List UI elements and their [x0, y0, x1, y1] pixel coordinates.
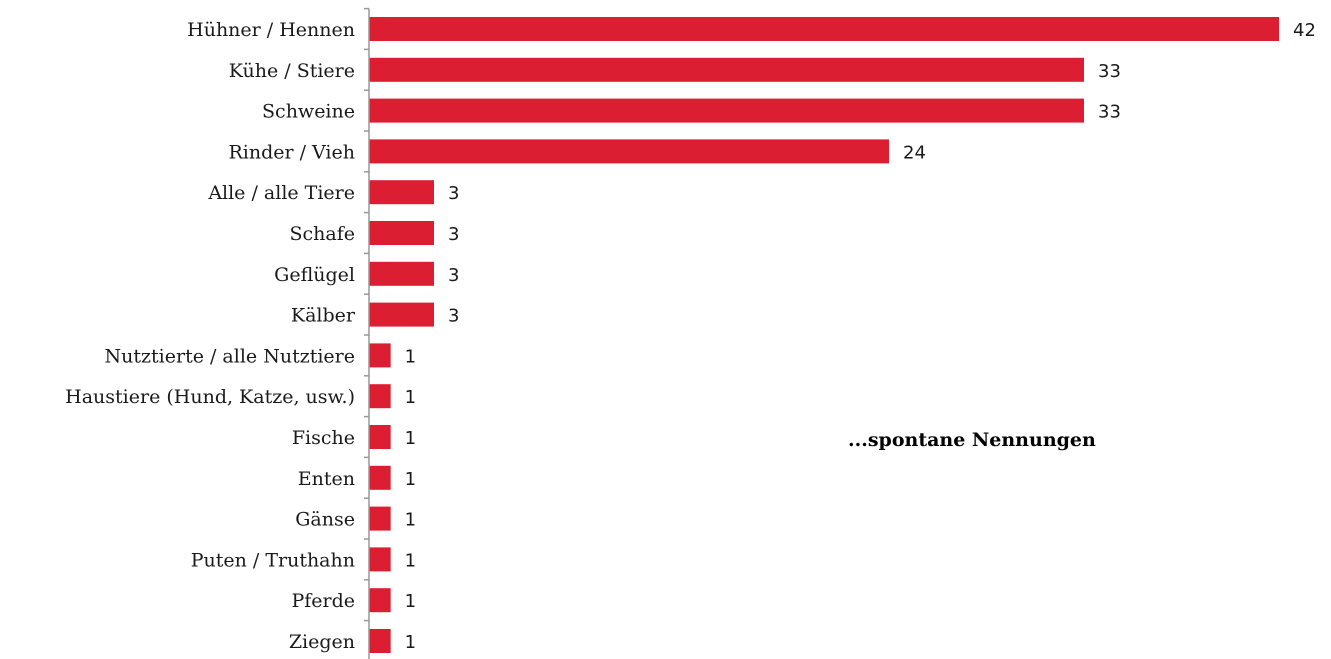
bar-13: [369, 547, 391, 572]
bars-group: [369, 17, 1279, 653]
category-label: Schweine: [262, 101, 355, 123]
bar-10: [369, 425, 391, 449]
bar-5: [369, 221, 434, 245]
category-label: Fische: [292, 427, 355, 449]
value-label: 1: [405, 510, 416, 531]
bar-14: [369, 588, 391, 613]
bar-12: [369, 506, 391, 531]
value-label: 1: [405, 346, 416, 367]
bar-1: [369, 57, 1084, 82]
category-label: Rinder / Vieh: [228, 141, 355, 163]
value-label: 3: [448, 183, 459, 204]
category-label: Hühner / Hennen: [187, 19, 355, 41]
value-label: 33: [1098, 61, 1121, 82]
category-label: Kühe / Stiere: [229, 60, 355, 82]
bar-11: [369, 465, 391, 490]
value-label: 1: [405, 428, 416, 449]
value-label: 1: [405, 591, 416, 612]
category-label: Ziegen: [289, 631, 355, 653]
category-label: Gänse: [295, 509, 355, 531]
category-label: Pferde: [291, 590, 355, 612]
category-labels-group: Hühner / Hennen Kühe / Stiere Schweine Rind…: [65, 19, 356, 653]
value-label: 1: [405, 469, 416, 490]
chart-annotation: ...spontane Nennungen: [848, 429, 1096, 451]
category-label: Puten / Truthahn: [191, 549, 355, 571]
category-label: Enten: [298, 468, 355, 490]
category-label: Nutztierte / alle Nutztiere: [105, 345, 355, 367]
bar-3: [369, 139, 889, 164]
bar-2: [369, 98, 1084, 123]
category-label: Geflügel: [274, 264, 355, 286]
value-label: 1: [405, 632, 416, 653]
bar-7: [369, 302, 434, 327]
value-label: 3: [448, 306, 459, 327]
y-axis: [364, 7, 370, 659]
bar-15: [369, 629, 391, 653]
value-label: 3: [448, 224, 459, 245]
bar-8: [369, 343, 391, 368]
value-label: 42: [1293, 20, 1316, 41]
category-label: Kälber: [291, 305, 356, 327]
category-label: Haustiere (Hund, Katze, usw.): [65, 386, 355, 408]
value-label: 24: [903, 142, 926, 163]
value-label: 1: [405, 550, 416, 571]
bar-9: [369, 384, 391, 409]
category-label: Schafe: [290, 223, 356, 245]
bar-4: [369, 180, 434, 205]
category-label: Alle / alle Tiere: [207, 182, 355, 204]
bar-6: [369, 261, 434, 286]
bar-0: [369, 17, 1279, 41]
value-label: 1: [405, 387, 416, 408]
value-label: 3: [448, 265, 459, 286]
value-label: 33: [1098, 102, 1121, 123]
